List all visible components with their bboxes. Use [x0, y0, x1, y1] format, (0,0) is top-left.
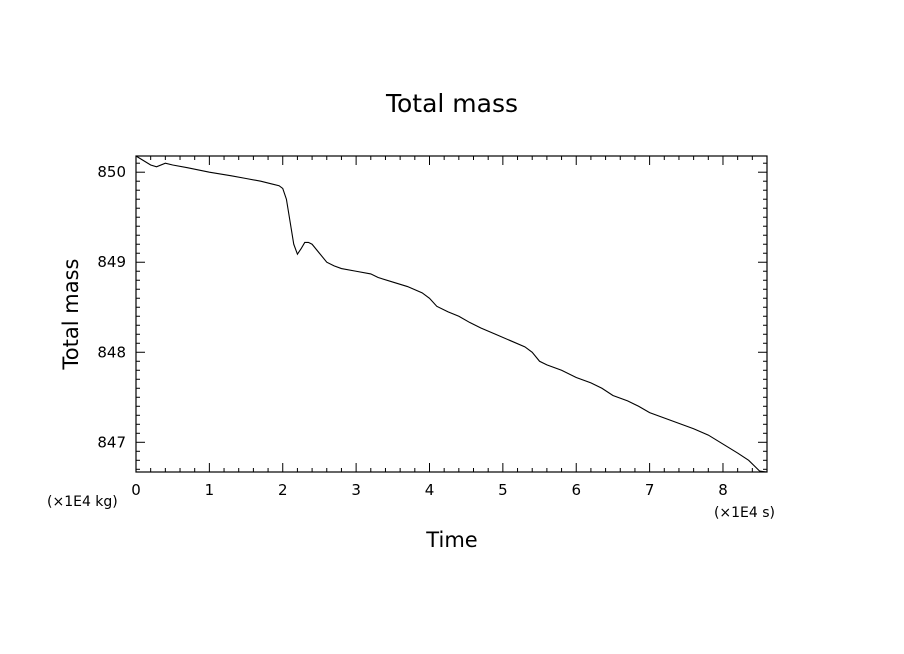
y-tick-label: 850	[97, 163, 126, 181]
x-ticks	[135, 156, 768, 472]
y-unit-label: (×1E4 kg)	[47, 494, 118, 510]
y-tick-label: 847	[97, 433, 126, 451]
series-line	[135, 155, 768, 473]
y-tick-label: 849	[97, 253, 126, 271]
y-ticks	[136, 162, 767, 470]
y-tick-labels: 847 848 849 850	[97, 163, 126, 451]
x-tick-labels: 0 1 2 3 4 5 6 7 8	[131, 481, 728, 499]
x-tick-label: 7	[645, 481, 655, 499]
x-tick-label: 3	[351, 481, 361, 499]
x-unit-label: (×1E4 s)	[714, 505, 775, 521]
plot-frame	[135, 155, 768, 473]
x-tick-label: 6	[571, 481, 581, 499]
x-tick-label: 1	[205, 481, 215, 499]
x-tick-label: 0	[131, 481, 141, 499]
y-tick-label: 848	[97, 343, 126, 361]
x-tick-label: 2	[278, 481, 288, 499]
x-tick-label: 8	[718, 481, 728, 499]
x-tick-label: 5	[498, 481, 508, 499]
y-axis-label: Total mass	[59, 259, 83, 371]
x-axis-label: Time	[425, 528, 477, 552]
chart-title: Total mass	[385, 89, 518, 118]
x-tick-label: 4	[425, 481, 435, 499]
